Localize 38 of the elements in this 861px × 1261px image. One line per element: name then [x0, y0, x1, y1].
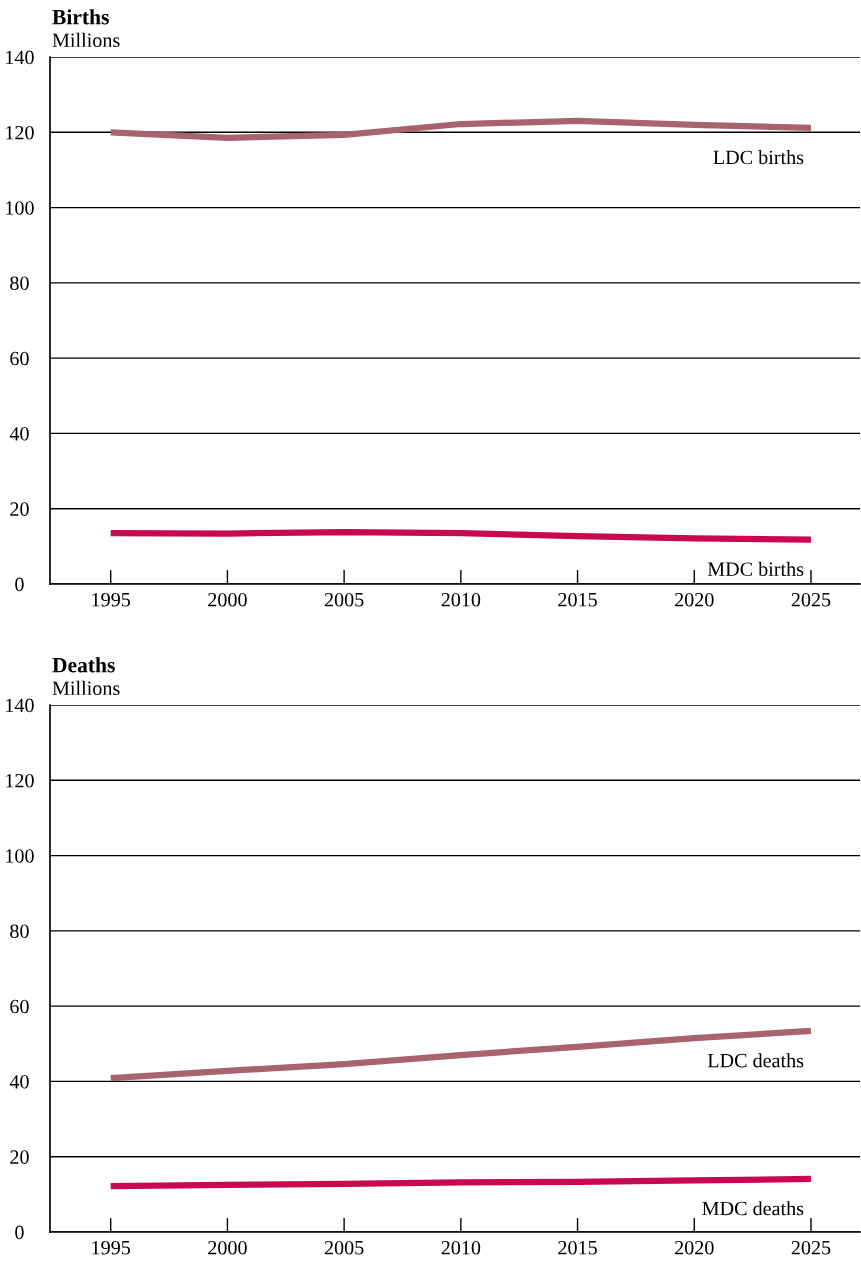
x-tick-label: 2025 [791, 1240, 831, 1255]
y-tick-label: 100 [6, 201, 34, 215]
series-label: MDC births [707, 561, 804, 576]
x-tick-label: 2000 [208, 592, 247, 607]
x-tick-label: 2010 [441, 592, 481, 607]
x-tick-label: 2015 [558, 592, 597, 607]
x-tick-label: 2005 [324, 1240, 364, 1255]
y-tick-label: 60 [10, 351, 29, 366]
series-label: LDC births [713, 149, 804, 165]
chart-title: Deaths [52, 657, 115, 673]
y-tick-label: 140 [6, 50, 34, 65]
y-tick-label: 60 [10, 999, 29, 1014]
chart-title: Births [52, 9, 109, 25]
y-tick-label: 80 [10, 276, 29, 291]
y-tick-label: 20 [10, 1150, 29, 1164]
x-tick-label: 2020 [675, 592, 714, 607]
x-tick-label: 2005 [324, 592, 364, 607]
x-tick-label: 2010 [441, 1240, 481, 1255]
y-tick-label: 40 [9, 1075, 29, 1089]
y-axis-title: Millions [52, 680, 120, 696]
x-tick-label: 2000 [208, 1240, 247, 1255]
y-tick-label: 40 [9, 427, 29, 441]
y-tick-label: 140 [6, 698, 34, 713]
y-axis-title: Millions [52, 32, 120, 48]
y-tick-label: 120 [6, 773, 34, 788]
series-label: MDC deaths [702, 1201, 804, 1216]
y-tick-label: 100 [6, 849, 34, 863]
x-tick-label: 1995 [92, 592, 131, 607]
y-tick-label: 120 [6, 125, 34, 140]
x-tick-label: 1995 [92, 1240, 131, 1255]
series-label: LDC deaths [707, 1053, 804, 1068]
x-tick-label: 2015 [558, 1240, 597, 1255]
y-tick-label: 0 [15, 1225, 24, 1240]
y-tick-label: 20 [10, 502, 29, 516]
y-tick-label: 0 [15, 577, 24, 592]
y-tick-label: 80 [10, 924, 29, 939]
x-tick-label: 2020 [675, 1240, 714, 1255]
x-tick-label: 2025 [791, 592, 831, 607]
